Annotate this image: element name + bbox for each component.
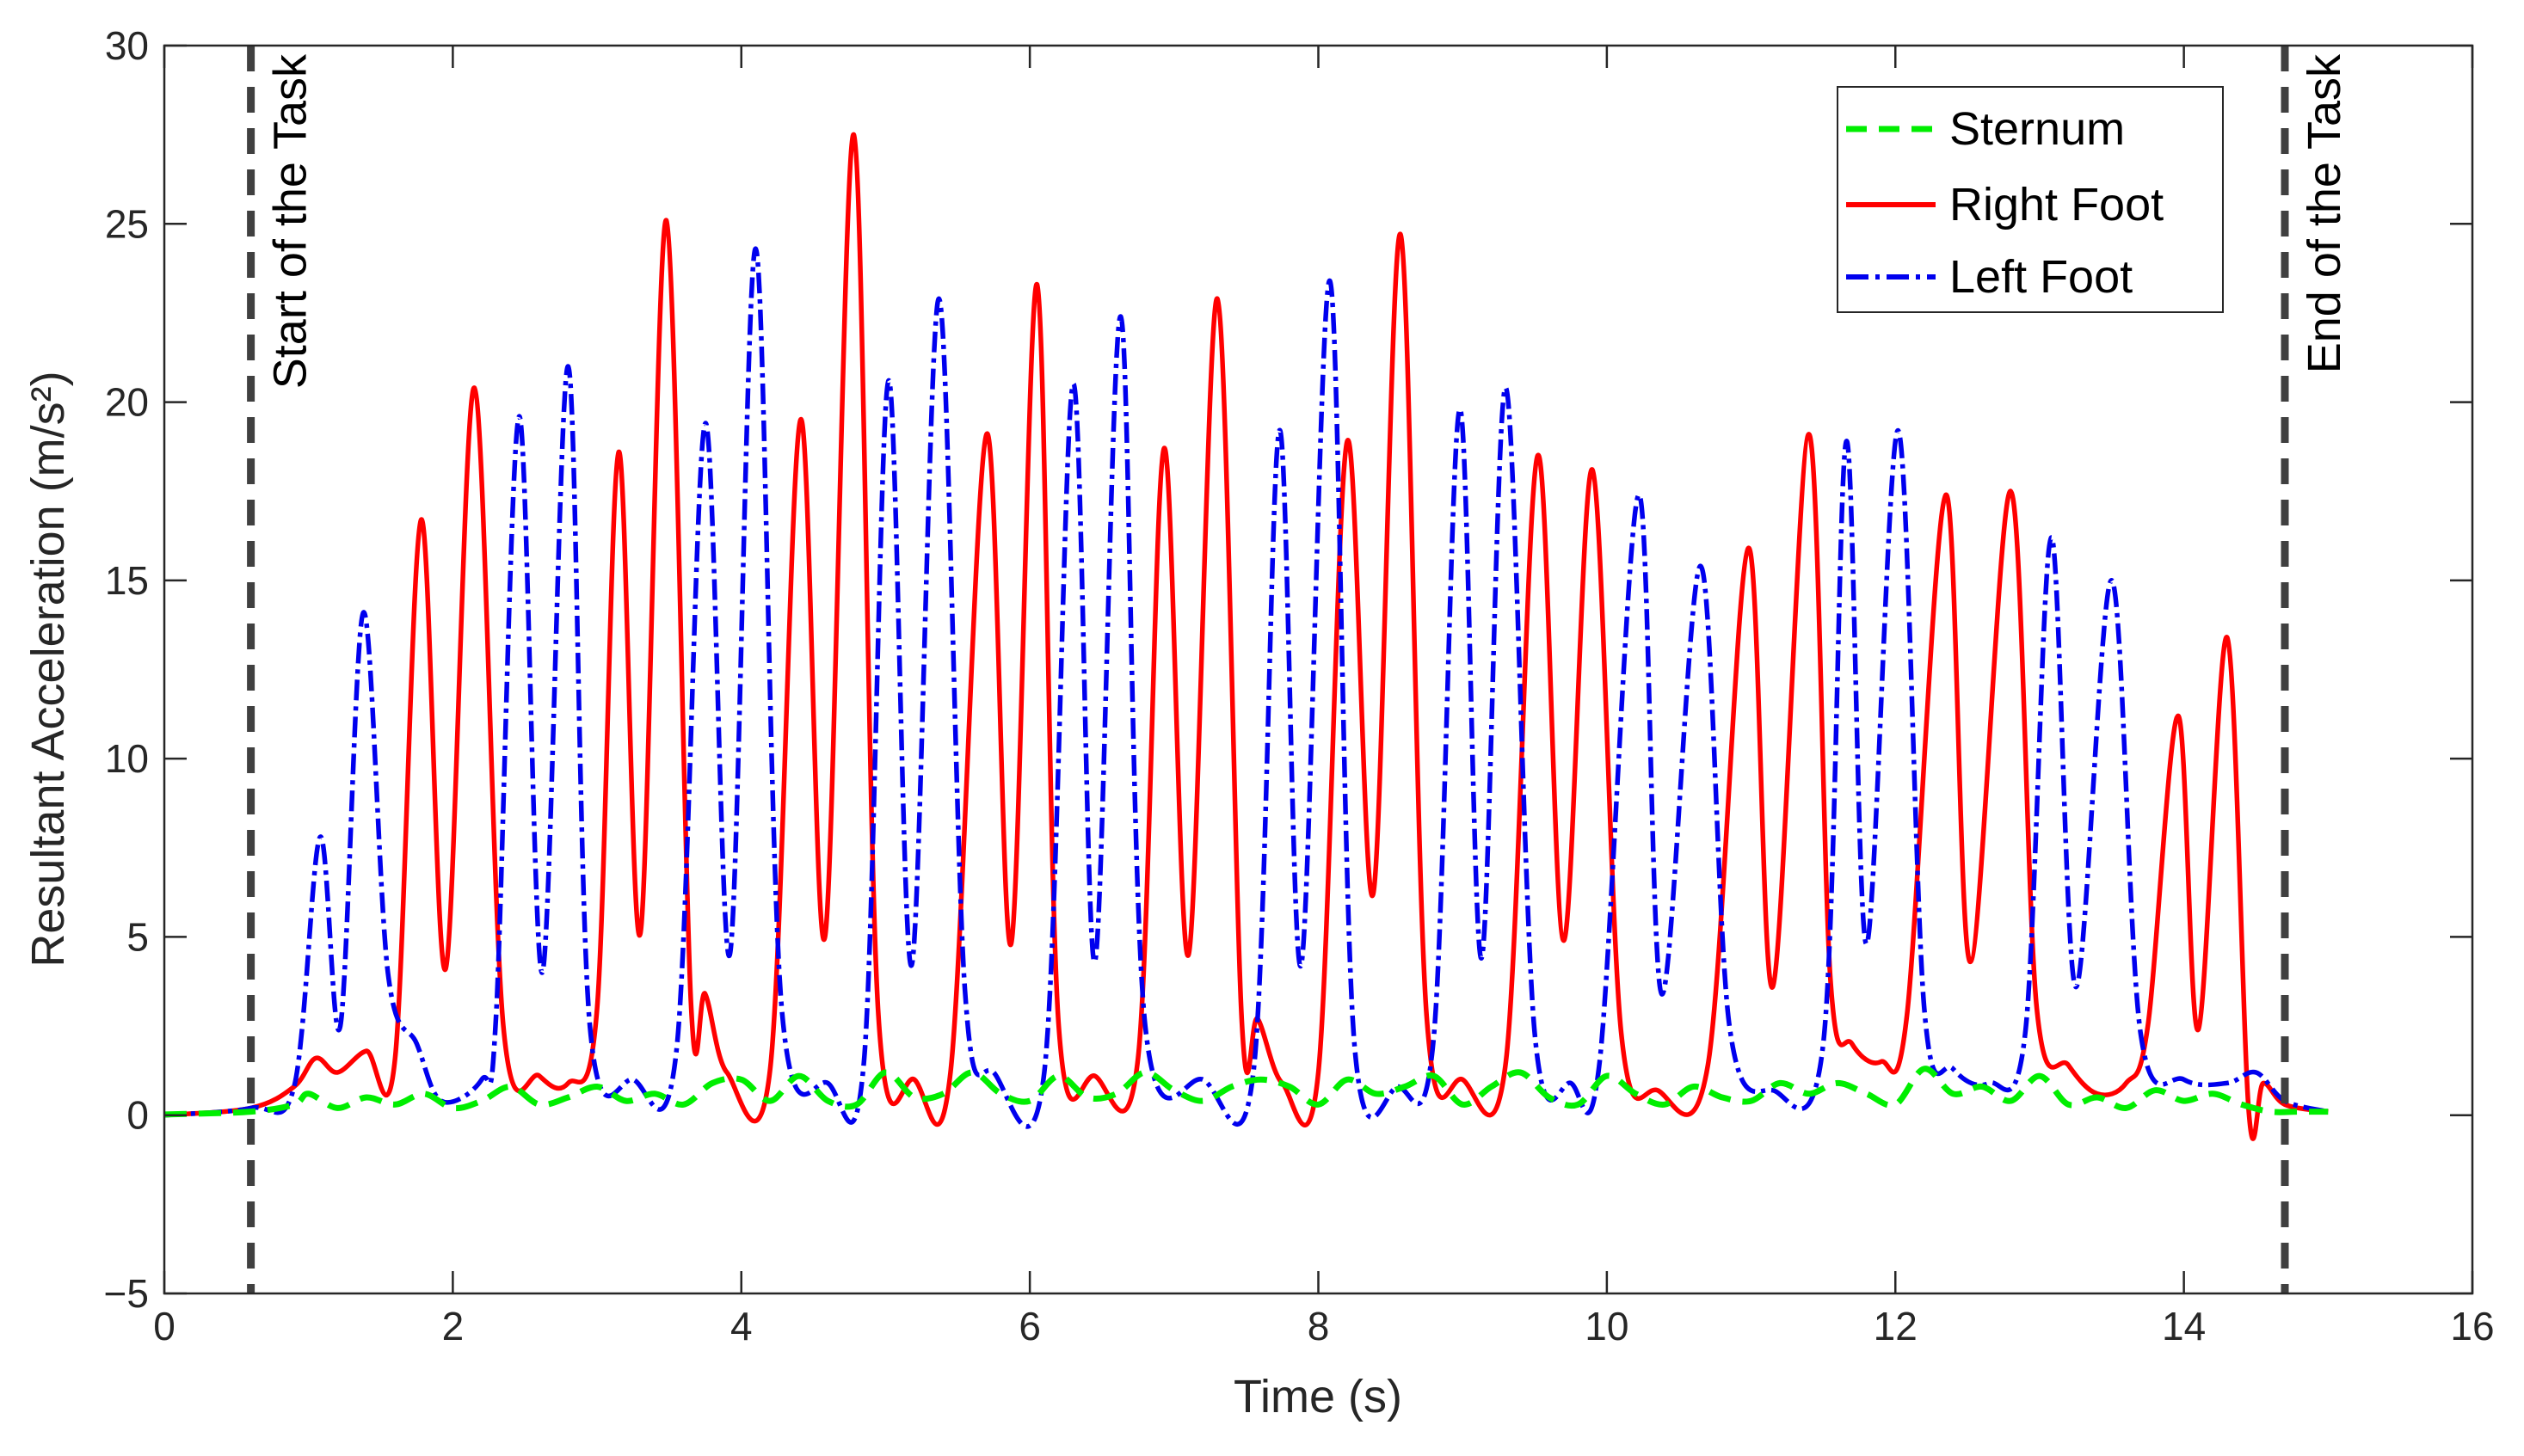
y-tick-label: 15	[105, 558, 149, 603]
y-axis-ticks: −5 0 5 10 15 20 25 30	[104, 23, 2472, 1316]
y-tick-label: 20	[105, 380, 149, 425]
annotation-layer: Start of the Task End of the Task	[247, 46, 2350, 1293]
series-line-left-foot	[163, 246, 2329, 1129]
y-tick-label: −5	[104, 1271, 149, 1316]
x-tick-label: 6	[1019, 1304, 1041, 1348]
x-tick-label: 10	[1585, 1304, 1628, 1348]
legend-label-sternum: Sternum	[1949, 103, 2125, 155]
x-tick-label: 14	[2162, 1304, 2206, 1348]
x-tick-label: 2	[442, 1304, 465, 1348]
end-marker-label: End of the Task	[2299, 53, 2350, 373]
y-tick-label: 5	[126, 914, 149, 959]
x-axis-ticks: 0 2 4 6 8 10 12 14 16	[153, 46, 2495, 1348]
series-layer	[163, 132, 2329, 1141]
x-axis-title: Time (s)	[1234, 1371, 1402, 1422]
y-axis-title: Resultant Acceleration (m/s²)	[22, 371, 74, 967]
x-tick-label: 8	[1308, 1304, 1330, 1348]
legend-label-left-foot: Left Foot	[1949, 251, 2133, 303]
legend-label-right-foot: Right Foot	[1949, 179, 2164, 230]
y-tick-label: 0	[126, 1093, 149, 1138]
x-tick-label: 16	[2450, 1304, 2494, 1348]
y-tick-label: 25	[105, 201, 149, 246]
y-tick-label: 30	[105, 23, 149, 68]
x-tick-label: 4	[730, 1304, 753, 1348]
legend: Sternum Right Foot Left Foot	[1837, 86, 2224, 313]
x-tick-label: 0	[153, 1304, 175, 1348]
y-tick-label: 10	[105, 736, 149, 781]
series-line-sternum	[163, 1066, 2329, 1118]
series-line-right-foot	[163, 132, 2329, 1141]
x-tick-label: 12	[1874, 1304, 1918, 1348]
start-marker-label: Start of the Task	[265, 53, 317, 389]
